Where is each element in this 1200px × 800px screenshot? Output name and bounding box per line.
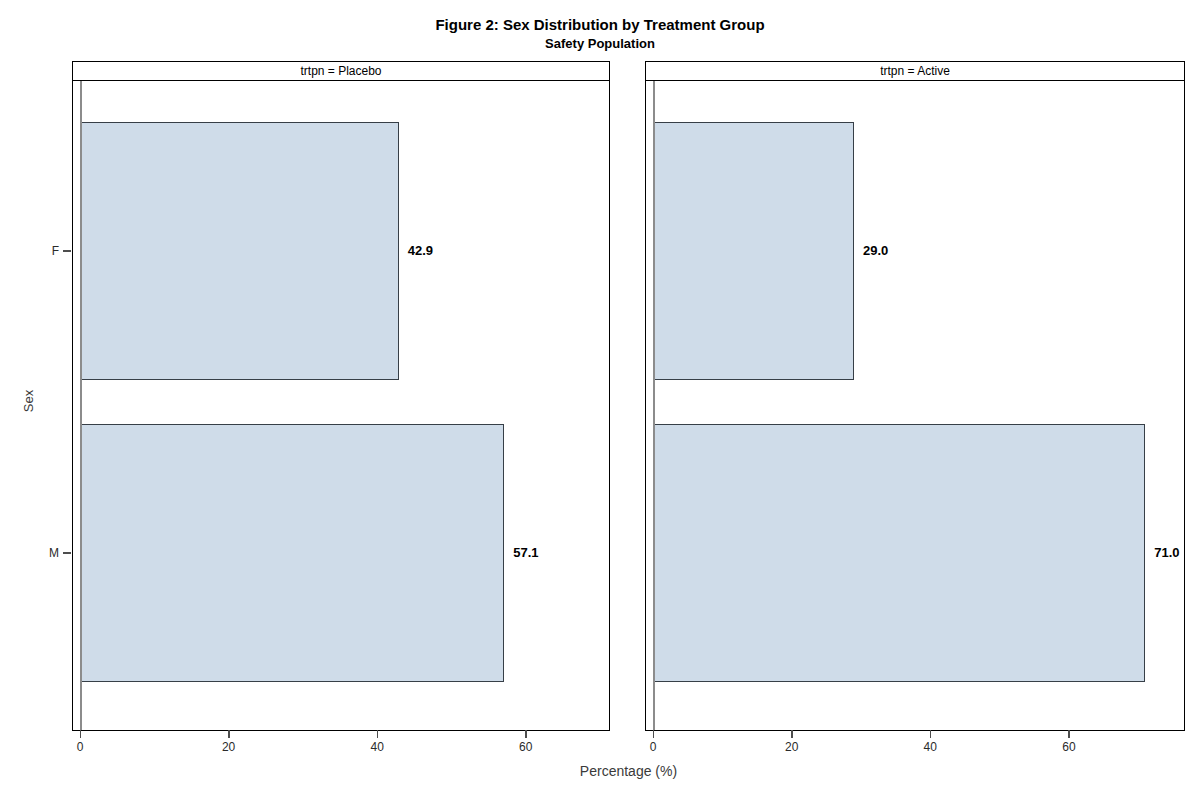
x-axis-title: Percentage (%) [72, 763, 1185, 779]
x-axis-tick-label: 0 [633, 740, 673, 754]
x-axis-tick-label: 20 [209, 740, 249, 754]
bar-f-active [653, 122, 854, 380]
x-axis-tick-label: 60 [1049, 740, 1089, 754]
y-axis-tick [63, 250, 71, 252]
panel-active: trtpn = Active 29.071.00204060 [645, 61, 1185, 731]
x-axis-tick-label: 40 [357, 740, 397, 754]
x-axis-tick [791, 730, 793, 738]
plot-area-active: 29.071.00204060 [645, 80, 1185, 731]
axis-baseline [80, 81, 82, 730]
y-category-label-f: F [37, 243, 59, 259]
bar-value-label-f-active: 29.0 [863, 243, 888, 259]
y-category-label-m: M [37, 545, 59, 561]
x-axis-tick [1068, 730, 1070, 738]
x-axis-tick [80, 730, 82, 738]
panel-placebo: trtpn = Placebo 42.9F57.1M0204060 [72, 61, 610, 731]
y-axis-title: Sex [21, 390, 36, 412]
x-axis-tick-label: 40 [910, 740, 950, 754]
x-axis-tick [653, 730, 655, 738]
x-axis-tick-label: 20 [772, 740, 812, 754]
chart-title: Figure 2: Sex Distribution by Treatment … [0, 16, 1200, 33]
chart-figure: Figure 2: Sex Distribution by Treatment … [0, 0, 1200, 800]
panel-header-placebo: trtpn = Placebo [72, 61, 610, 81]
panel-header-label: trtpn = Active [880, 64, 950, 78]
chart-subtitle: Safety Population [0, 36, 1200, 51]
bar-value-label-m-active: 71.0 [1154, 545, 1179, 561]
x-axis-tick [525, 730, 527, 738]
bar-m-placebo [80, 424, 504, 682]
x-axis-tick-label: 0 [60, 740, 100, 754]
x-axis-tick [228, 730, 230, 738]
axis-baseline [653, 81, 655, 730]
panel-header-active: trtpn = Active [645, 61, 1185, 81]
bar-m-active [653, 424, 1145, 682]
bar-value-label-m-placebo: 57.1 [513, 545, 538, 561]
y-axis-tick [63, 552, 71, 554]
bar-f-placebo [80, 122, 399, 380]
x-axis-tick [377, 730, 379, 738]
x-axis-tick-label: 60 [506, 740, 546, 754]
x-axis-tick [930, 730, 932, 738]
panel-header-label: trtpn = Placebo [300, 64, 381, 78]
plot-area-placebo: 42.9F57.1M0204060 [72, 80, 610, 731]
bar-value-label-f-placebo: 42.9 [408, 243, 433, 259]
